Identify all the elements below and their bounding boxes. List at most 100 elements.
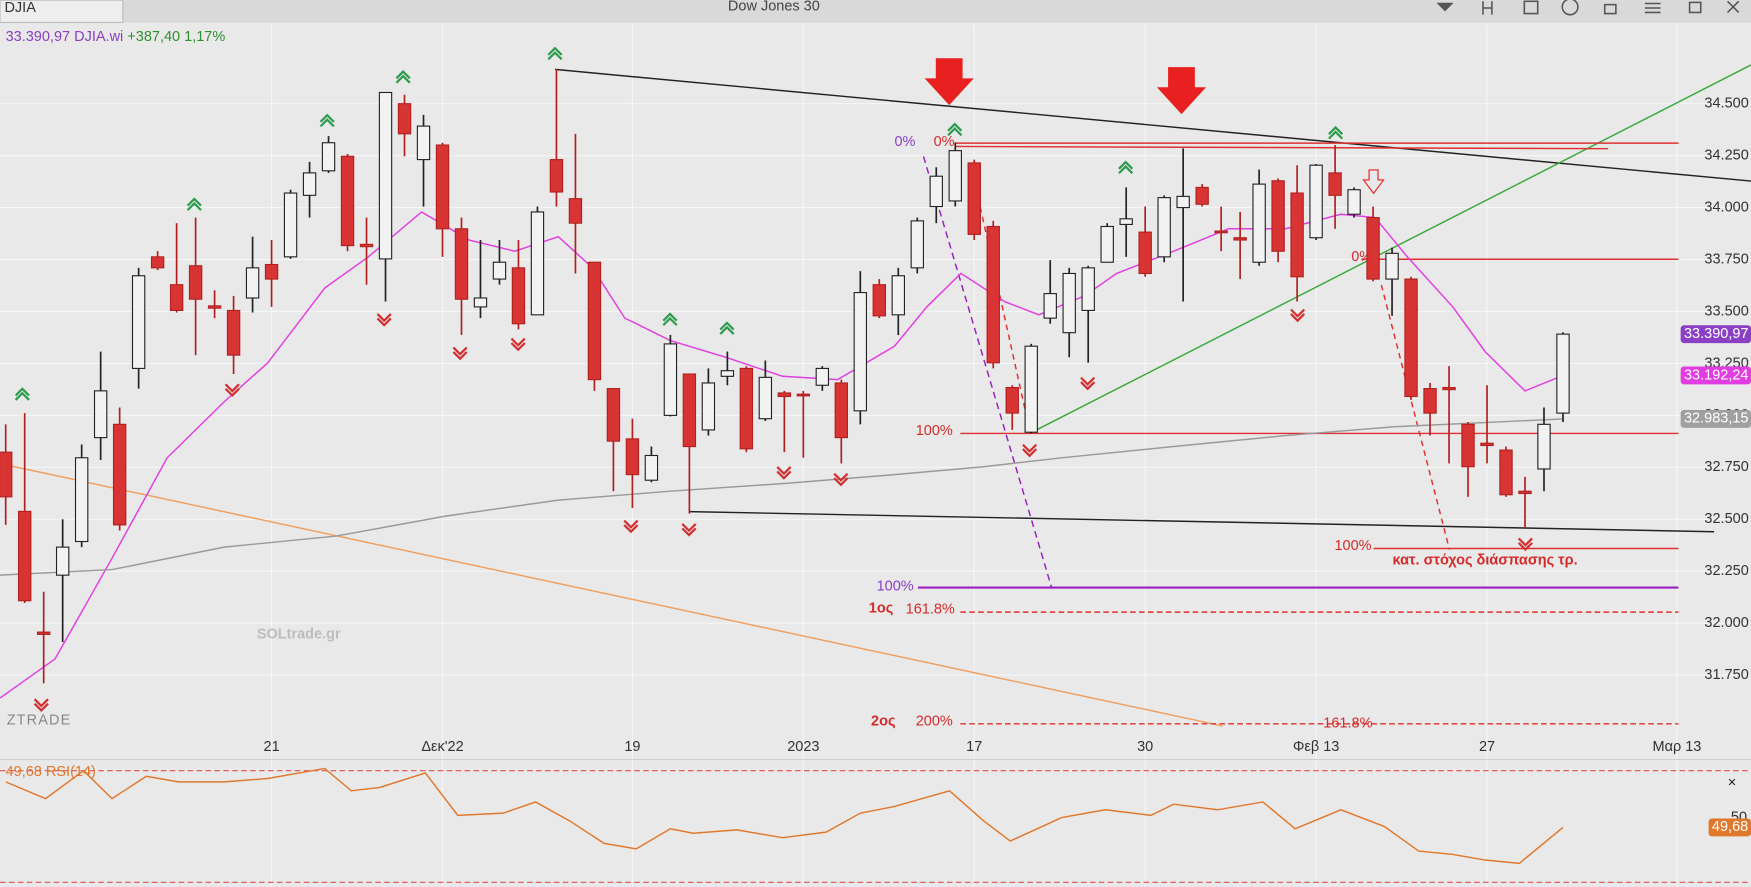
annotation: 0%	[934, 134, 955, 150]
x-tick-label: Μαρ 13	[1652, 739, 1701, 755]
candle-body	[1005, 386, 1019, 414]
up-signal	[719, 321, 735, 335]
candle-body	[1423, 388, 1437, 414]
candle-body	[1309, 164, 1323, 239]
candle-body	[986, 225, 1000, 364]
candle-body	[606, 388, 621, 442]
down-signal	[1290, 308, 1306, 323]
candle-body	[701, 382, 716, 431]
rsi-tag-label: 49,68	[1712, 819, 1748, 835]
up-signal	[1328, 125, 1344, 140]
quote: 33.390,97 DJIA.wi +387,40 1,17%	[6, 29, 226, 45]
up-signal	[547, 46, 563, 61]
up-signal	[662, 312, 678, 326]
y-tick-label: 34.000	[1704, 199, 1748, 215]
up-signal	[947, 122, 963, 137]
chart-title: Dow Jones 30	[728, 0, 820, 15]
y-tick-label: 31.750	[1704, 667, 1748, 683]
candle-body	[0, 451, 13, 498]
candle-body	[264, 263, 279, 280]
candle-body	[1043, 293, 1057, 319]
close-button[interactable]: ×	[1728, 775, 1736, 791]
candle-body	[1537, 423, 1551, 470]
candle-body	[739, 367, 754, 450]
candle-body	[1271, 180, 1285, 252]
candle-body	[1119, 218, 1133, 225]
candle-body	[131, 275, 146, 369]
rsi-label: 49,68 RSI(14)	[6, 764, 96, 780]
candle-body	[967, 162, 981, 235]
x-tick-label: 17	[966, 739, 982, 755]
watermark: SOLtrade.gr	[257, 626, 341, 642]
candle-body	[682, 373, 697, 448]
candle-body	[359, 243, 374, 248]
candle-body	[473, 297, 488, 308]
up-signal	[319, 113, 335, 128]
candle-body	[1081, 267, 1095, 312]
candle-body	[492, 261, 507, 280]
symbol-tab[interactable]	[0, 0, 124, 24]
trend-line	[0, 462, 1223, 727]
signal-icons	[14, 46, 1533, 712]
up-signal	[1118, 160, 1134, 175]
window-icons[interactable]	[1436, 0, 1740, 16]
candle-body	[1347, 189, 1361, 215]
fib-line	[1380, 284, 1451, 550]
price-marks: 33.390,97 33.192,24 32.983,15	[0, 68, 1751, 699]
candle-body	[815, 367, 830, 386]
candle-body	[568, 198, 583, 224]
y-tick-label: 32.000	[1704, 615, 1748, 631]
down-signal	[681, 523, 697, 537]
y-tick-label: 32.250	[1704, 563, 1748, 579]
candle-body	[625, 438, 640, 476]
candle-body	[1195, 186, 1209, 205]
down-signal	[510, 337, 526, 352]
down-signal	[224, 383, 240, 398]
candle-body	[302, 172, 317, 196]
fib-line	[922, 156, 1053, 589]
arrow	[924, 58, 974, 106]
candle-body	[758, 376, 773, 420]
candle-body	[1328, 172, 1342, 196]
up-signal	[14, 387, 30, 401]
candle-body	[872, 284, 886, 317]
candle-body	[1176, 195, 1190, 209]
annotation: 161.8%	[906, 602, 955, 618]
price-tag	[1680, 366, 1751, 385]
price-tag	[1680, 409, 1751, 428]
down-signal	[776, 466, 792, 480]
symbol: DJIA	[4, 0, 36, 16]
candle-body	[1518, 490, 1532, 495]
down-signal	[452, 346, 468, 361]
arrow	[1156, 67, 1207, 115]
annotation: 0%	[894, 134, 915, 150]
candle-body	[1252, 183, 1266, 263]
candle-body	[1385, 252, 1399, 280]
down-signal	[833, 472, 849, 487]
candle-body	[549, 159, 564, 193]
quote-price: 33.390,97 DJIA.wi	[6, 29, 124, 45]
candle-body	[169, 284, 184, 312]
annotation: 161.8%	[1323, 716, 1372, 732]
candle-body	[796, 393, 811, 397]
y-tick-label: 33.500	[1704, 303, 1748, 319]
x-tick-label: 2023	[787, 739, 819, 755]
down-signal	[1517, 537, 1533, 552]
candle-body	[112, 423, 127, 526]
candle-body	[1233, 237, 1247, 241]
candle-body	[1290, 192, 1304, 278]
candle-body	[150, 256, 165, 269]
candle-body	[321, 142, 336, 172]
down-signal	[623, 519, 639, 534]
price-tag-label: 33.192,24	[1684, 367, 1749, 383]
down-signal	[1022, 443, 1038, 458]
candle-body	[777, 392, 792, 398]
candle-body	[340, 155, 355, 247]
candle-body	[397, 103, 412, 135]
candle-body	[1404, 278, 1418, 398]
candle-body	[663, 343, 678, 416]
x-tick-label: 27	[1479, 739, 1495, 755]
candle-body	[910, 220, 924, 269]
candle-body	[1480, 442, 1494, 447]
